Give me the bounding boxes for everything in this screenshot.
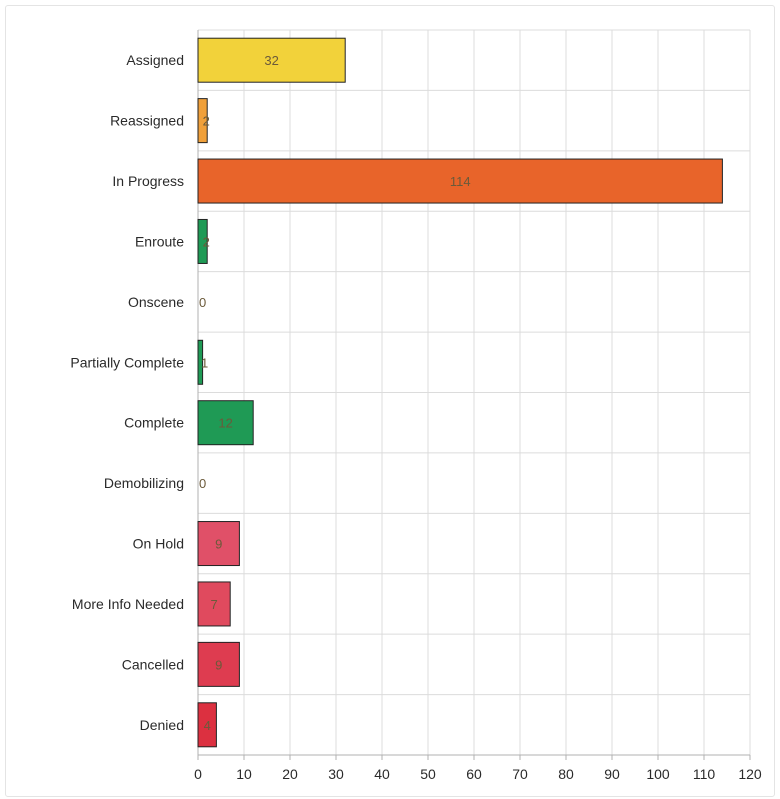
x-tick-label: 120: [738, 766, 762, 782]
x-tick-label: 110: [693, 766, 716, 782]
x-tick-label: 20: [282, 766, 298, 782]
x-tick-label: 30: [328, 766, 344, 782]
bar-complete[interactable]: [197, 400, 254, 446]
bar-more-info-needed[interactable]: [197, 581, 231, 627]
chart-panel: [5, 5, 775, 797]
bar-value-label: 2: [203, 114, 210, 129]
bar-value-label: 32: [264, 53, 278, 68]
bar-enroute[interactable]: [197, 218, 208, 264]
category-label: Enroute: [135, 233, 184, 249]
x-tick-label: 10: [236, 766, 252, 782]
bar-value-label: 0: [199, 476, 206, 491]
bar-value-label: 9: [215, 537, 222, 552]
category-label: Complete: [124, 415, 184, 431]
category-label: Partially Complete: [70, 354, 184, 370]
bar-value-label: 1: [201, 355, 208, 370]
category-label: Onscene: [128, 294, 184, 310]
x-tick-label: 60: [466, 766, 482, 782]
bar-value-label: 2: [203, 234, 210, 249]
category-label: Denied: [140, 717, 184, 733]
x-tick-label: 70: [512, 766, 528, 782]
category-label: On Hold: [133, 536, 184, 552]
bar-assigned[interactable]: [197, 37, 346, 83]
x-tick-label: 100: [646, 766, 670, 782]
bar-value-label: 114: [450, 174, 471, 189]
category-label: In Progress: [112, 173, 184, 189]
x-tick-label: 40: [374, 766, 390, 782]
x-tick-label: 0: [194, 766, 202, 782]
bar-value-label: 12: [218, 416, 232, 431]
category-label: Cancelled: [122, 656, 184, 672]
bar-cancelled[interactable]: [197, 641, 240, 687]
bar-value-label: 4: [204, 718, 211, 733]
category-label: More Info Needed: [72, 596, 184, 612]
bar-partially-complete[interactable]: [197, 339, 204, 385]
bar-value-label: 7: [210, 597, 217, 612]
category-label: Demobilizing: [104, 475, 184, 491]
bar-in-progress[interactable]: [197, 158, 723, 204]
bar-on-hold[interactable]: [197, 521, 240, 567]
bar-value-label: 9: [215, 657, 222, 672]
x-tick-label: 90: [604, 766, 620, 782]
category-label: Reassigned: [110, 113, 184, 129]
x-tick-label: 50: [420, 766, 436, 782]
category-label: Assigned: [126, 52, 184, 68]
bar-value-label: 0: [199, 295, 206, 310]
bar-denied[interactable]: [197, 702, 217, 748]
bar-reassigned[interactable]: [197, 98, 208, 144]
x-tick-label: 80: [558, 766, 574, 782]
